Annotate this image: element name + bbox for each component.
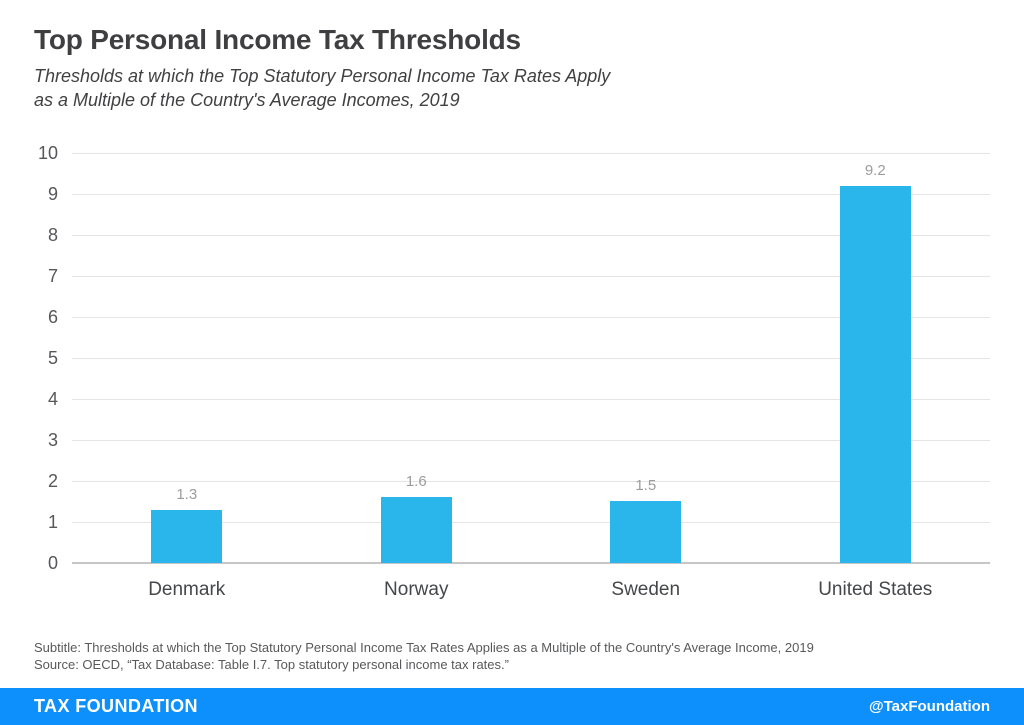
bar-sweden [610, 501, 682, 563]
bar-value-label: 9.2 [864, 162, 886, 179]
bar-united-states [839, 186, 911, 563]
bar-denmark [151, 510, 223, 563]
x-axis-category-label: Denmark [148, 579, 226, 600]
y-axis-tick-label: 8 [47, 225, 58, 245]
gridline-y9 [72, 194, 990, 195]
x-axis-category-label: United States [818, 579, 933, 600]
x-axis-line [72, 562, 990, 564]
gridline-y1 [72, 522, 990, 523]
footer-brand: TAX FOUNDATION [34, 696, 198, 716]
y-axis-tick-label: 3 [47, 430, 58, 450]
y-axis-tick-label: 1 [47, 512, 58, 532]
bar-norway [380, 497, 452, 563]
gridline-y5 [72, 358, 990, 359]
y-axis-tick-label: 4 [47, 389, 58, 409]
y-axis-tick-label: 6 [47, 307, 58, 327]
x-axis-category-label: Norway [384, 579, 449, 600]
x-axis-category-label: Sweden [611, 579, 681, 600]
gridline-y8 [72, 235, 990, 236]
y-axis-tick-label: 7 [47, 266, 58, 286]
bar-value-label: 1.3 [176, 486, 198, 503]
chart-subtitle-line1: Thresholds at which the Top Statutory Pe… [34, 66, 611, 86]
bar-value-label: 1.6 [405, 473, 427, 490]
gridline-y3 [72, 440, 990, 441]
chart-title: Top Personal Income Tax Thresholds [34, 24, 521, 55]
bar-value-label: 1.5 [635, 477, 657, 494]
y-axis-tick-label: 9 [47, 184, 58, 204]
footnote-subtitle: Subtitle: Thresholds at which the Top St… [34, 640, 814, 655]
chart-subtitle-line2: as a Multiple of the Country's Average I… [34, 90, 460, 110]
gridline-y4 [72, 399, 990, 400]
gridline-y6 [72, 317, 990, 318]
footnotes: Subtitle: Thresholds at which the Top St… [34, 639, 814, 673]
y-axis-tick-label: 10 [37, 143, 58, 163]
footer-twitter-handle: @TaxFoundation [868, 698, 990, 715]
footnote-source: Source: OECD, “Tax Database: Table I.7. … [34, 657, 509, 672]
y-axis-tick-label: 2 [47, 471, 58, 491]
chart-subtitle: Thresholds at which the Top Statutory Pe… [34, 64, 610, 112]
gridline-y10 [72, 153, 990, 154]
y-axis-tick-label: 5 [47, 348, 58, 368]
gridline-y7 [72, 276, 990, 277]
gridline-y2 [72, 481, 990, 482]
y-axis-tick-label: 0 [47, 553, 58, 573]
footer-bar: TAX FOUNDATION @TaxFoundation [0, 688, 1024, 725]
